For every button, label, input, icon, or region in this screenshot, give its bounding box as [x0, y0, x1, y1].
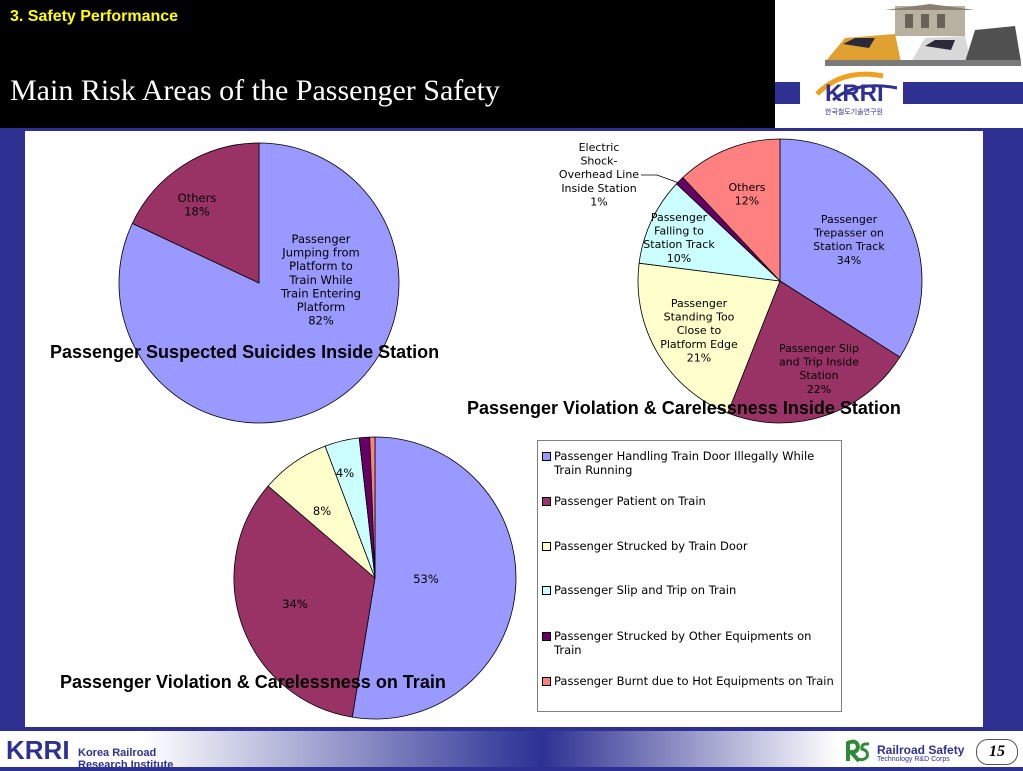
- logo-stripe: [775, 82, 800, 104]
- footer-brand-subtitle: Technology R&D Corps: [877, 756, 950, 763]
- legend-label: Passenger Slip and Trip on Train: [554, 583, 737, 597]
- pie-slice-label: 8%: [313, 504, 331, 518]
- trains-illustration-icon: [825, 4, 1021, 66]
- pie-slice-label: 4%: [336, 466, 354, 480]
- legend-item: Passenger Slip and Trip on Train: [542, 583, 838, 597]
- krri-logo-panel: KRRI 한국철도기술연구원: [775, 0, 1023, 128]
- krri-logo-subtitle: 한국철도기술연구원: [825, 109, 883, 116]
- pie-chart-2: 53% 34% 8% 4%: [233, 436, 517, 720]
- pie-slice-label: Passenger Trepasser on Station Track 34%: [813, 213, 885, 267]
- footer-org-line: Korea Railroad: [78, 747, 157, 759]
- pie-slice: [233, 485, 376, 718]
- chart-title-train: Passenger Violation & Carelessness on Tr…: [60, 672, 446, 692]
- pie-slice: [638, 183, 782, 282]
- legend-swatch: [542, 586, 551, 595]
- logo-stripe: [903, 82, 1023, 104]
- legend-item: Passenger Patient on Train: [542, 494, 838, 508]
- footer-org-name: Korea Railroad Research Institute: [78, 747, 173, 771]
- legend-label: Passenger Patient on Train: [554, 494, 706, 508]
- footer-bar: KRRI Korea Railroad Research Institute R…: [0, 731, 1023, 771]
- footer-brand: Railroad Safety: [877, 743, 965, 757]
- pie-slice: [131, 142, 260, 284]
- content-panel: Passenger Jumping from Platform to Train Wh…: [25, 131, 983, 727]
- railroad-safety-logo-icon: [845, 739, 870, 763]
- header-bar: 3. Safety Performance Main Risk Areas of…: [0, 0, 775, 128]
- pie-charts-canvas: Passenger Jumping from Platform to Train Wh…: [118, 138, 923, 720]
- footer-org-line: Research Institute: [78, 759, 174, 771]
- page-title: Main Risk Areas of the Passenger Safety: [10, 74, 500, 107]
- legend-swatch: [542, 632, 551, 641]
- pie-slice-label: Others 18%: [178, 191, 217, 219]
- pie-slice-label: Others 12%: [729, 181, 766, 208]
- legend-label: Passenger Strucked by Train Door: [554, 539, 748, 553]
- pie-slice-label: Passenger Jumping from Platform to Train Wh…: [280, 232, 361, 328]
- pie-chart-1: Passenger Trepasser on Station Track 34% Pas…: [637, 138, 923, 424]
- pie-slice: [682, 138, 781, 283]
- pie-slice: [369, 436, 376, 579]
- legend-label: Passenger Burnt due to Hot Equipments on…: [554, 674, 834, 688]
- legend-item: Passenger Strucked by Train Door: [542, 539, 838, 553]
- pie-chart-0: Passenger Jumping from Platform to Train Wh…: [118, 142, 400, 424]
- legend-label: Passenger Strucked by Other Equipments o…: [554, 629, 812, 657]
- pie-slice-label: 53%: [413, 572, 439, 586]
- page-number: 15: [976, 739, 1018, 765]
- chart-title-station: Passenger Violation & Carelessness Insid…: [467, 398, 901, 418]
- krri-logo-text: KRRI: [825, 80, 884, 107]
- section-label: 3. Safety Performance: [10, 8, 179, 25]
- pie-slice-label: Passenger Falling to Station Track 10%: [643, 211, 715, 265]
- footer-krri-logo: KRRI: [6, 735, 70, 765]
- chart-title-suicides: Passenger Suspected Suicides Inside Stat…: [50, 342, 440, 362]
- pie-slice-label: 34%: [282, 597, 308, 611]
- legend-swatch: [542, 677, 551, 686]
- legend-label: Passenger Handling Train Door Illegally …: [554, 449, 815, 477]
- callout-leader-line: [641, 174, 680, 184]
- legend-swatch: [542, 542, 551, 551]
- pie-slice-label: Passenger Standing Too Close to Platform Ed…: [660, 297, 738, 364]
- legend-swatch: [542, 452, 551, 461]
- pie-slice: [779, 138, 923, 358]
- legend-item: Passenger Strucked by Other Equipments o…: [542, 629, 838, 657]
- legend-swatch: [542, 497, 551, 506]
- pie-slice: [351, 436, 517, 720]
- train-chart-legend: Passenger Handling Train Door Illegally …: [537, 440, 842, 712]
- pie-slice-label: Electric Shock-Overhead Line Inside Statio…: [559, 141, 639, 208]
- pie-slice: [727, 280, 901, 424]
- pie-slice-label: Passenger Slip and Trip Inside Station 22%: [779, 342, 859, 396]
- pie-slice: [637, 262, 781, 414]
- pie-callout: Electric Shock-Overhead Line Inside Statio…: [559, 141, 680, 208]
- krri-logo-icon: [815, 71, 898, 102]
- legend-item: Passenger Handling Train Door Illegally …: [542, 449, 838, 477]
- legend-item: Passenger Burnt due to Hot Equipments on…: [542, 674, 838, 688]
